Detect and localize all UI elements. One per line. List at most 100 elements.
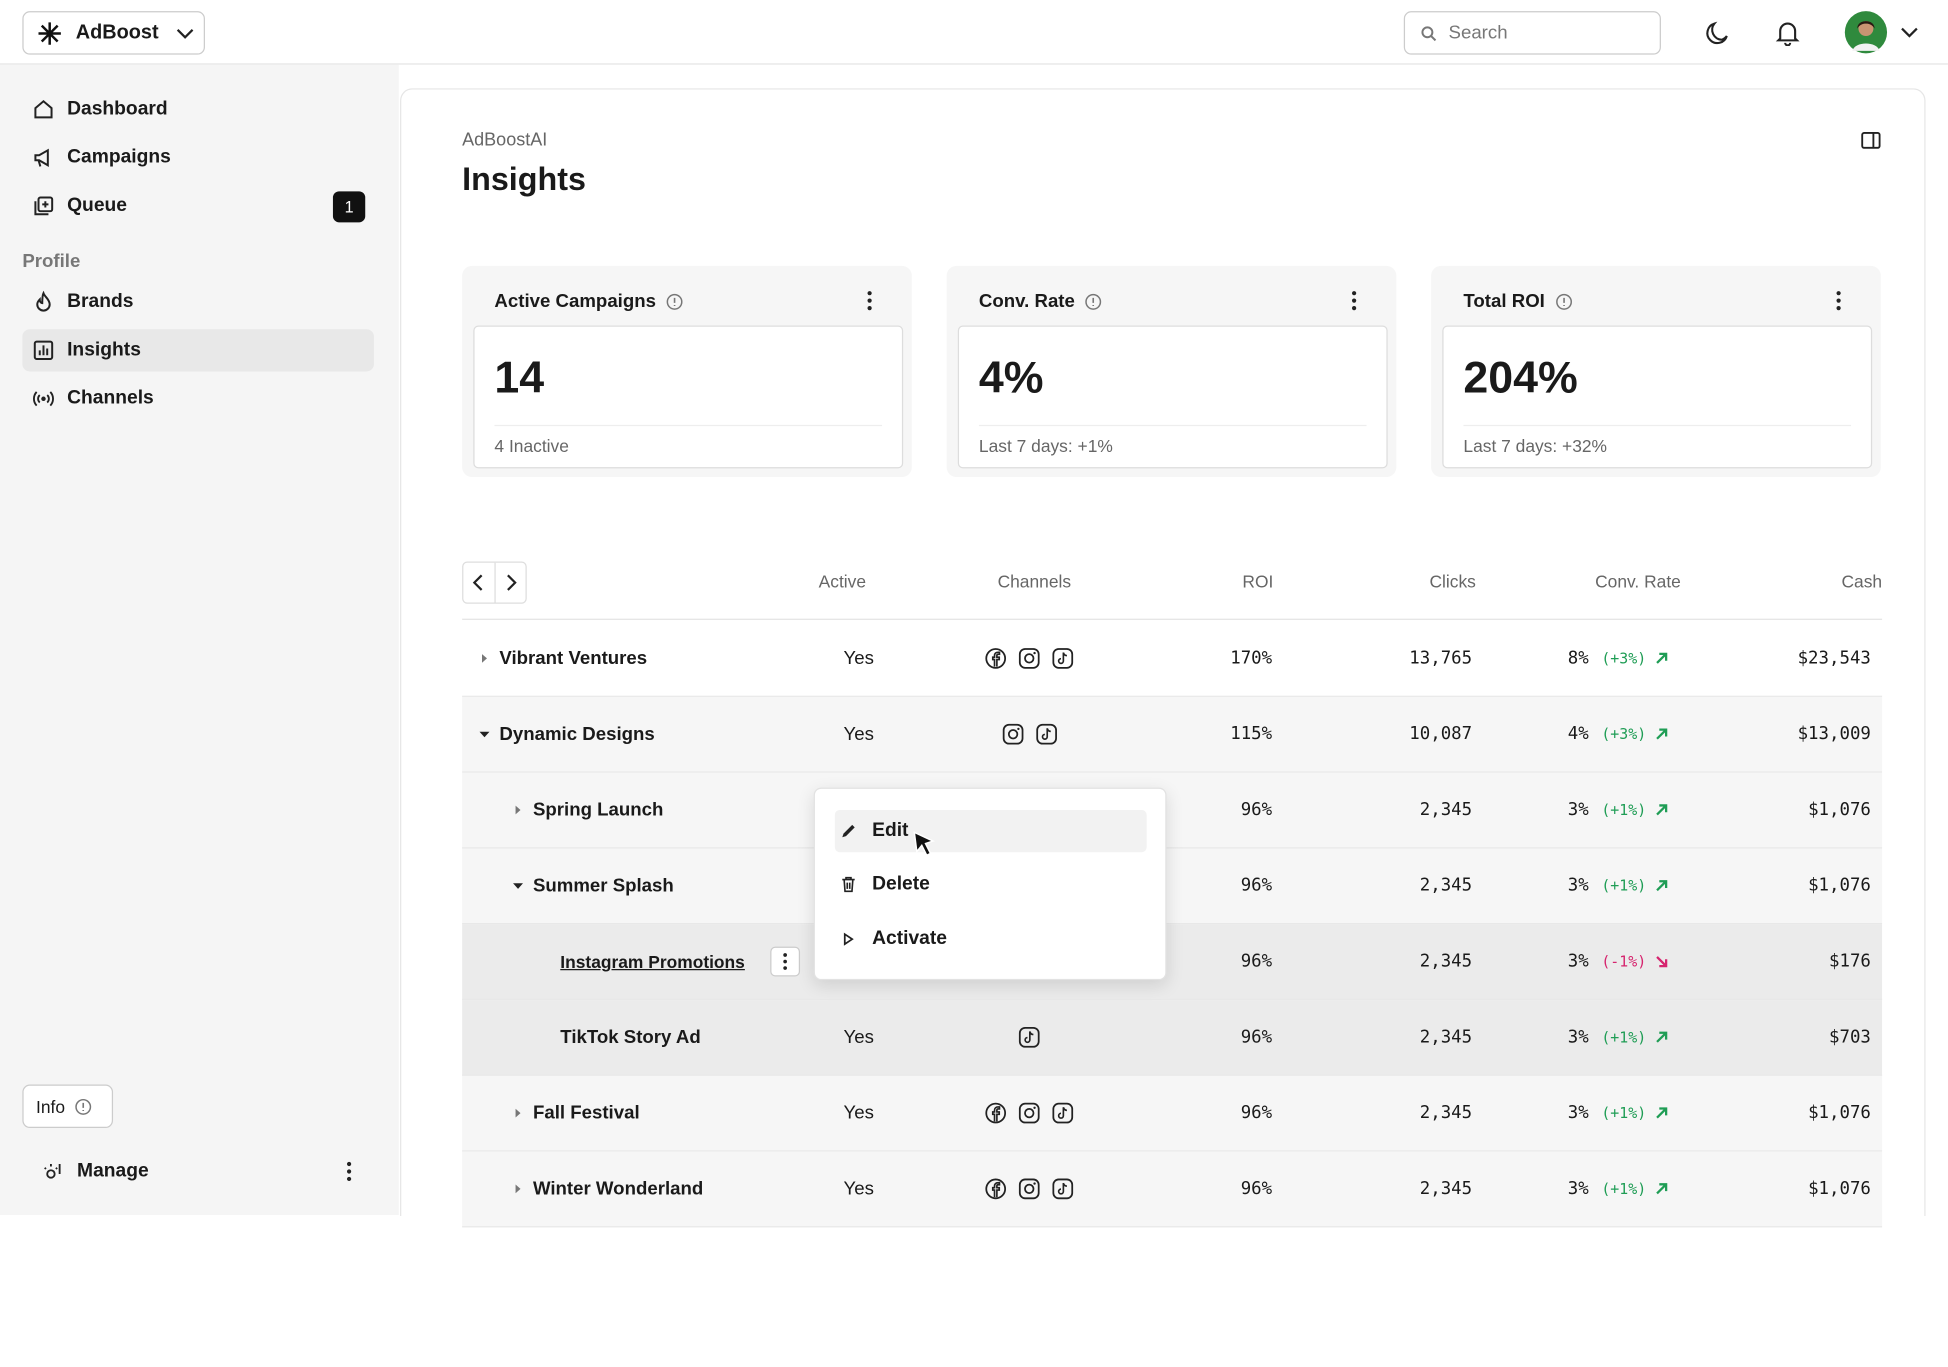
menu-item[interactable]: Edit — [834, 809, 1147, 853]
cash: $23,543 — [1797, 648, 1871, 669]
kebab — [783, 953, 788, 970]
table-row[interactable]: Instagram Promotions 96% 2,345 3% (-1%) $176 — [462, 924, 1883, 1001]
nav-label: Dashboard — [67, 98, 168, 120]
manage-menu[interactable] — [347, 1162, 352, 1182]
active: Yes — [843, 1102, 874, 1124]
context-menu: Edit Delete Activate — [813, 787, 1167, 981]
notifications[interactable] — [1774, 19, 1801, 46]
expand-toggle[interactable] — [512, 1183, 524, 1195]
info-icon — [666, 293, 683, 310]
roi: 96% — [1240, 1178, 1273, 1199]
table-row[interactable]: Vibrant Ventures Yes 170% 13,765 8% (+3%) $23,… — [462, 621, 1883, 697]
menu-label: Delete — [872, 873, 930, 895]
card-menu[interactable] — [867, 291, 872, 311]
nav-dashboard[interactable]: Dashboard — [22, 88, 374, 130]
cash: $176 — [1829, 951, 1871, 972]
menu-item[interactable]: Activate — [835, 918, 1147, 960]
nav-campaigns[interactable]: Campaigns — [22, 137, 374, 179]
next-button[interactable] — [493, 562, 526, 603]
brand-switcher[interactable]: AdBoost — [22, 11, 205, 55]
card-header: Total ROI — [1463, 291, 1572, 312]
theme-toggle[interactable] — [1703, 20, 1730, 47]
card-menu[interactable] — [1352, 291, 1357, 311]
avatar-chevron[interactable] — [1901, 26, 1918, 38]
icon — [34, 99, 53, 119]
column-header: Channels — [997, 571, 1072, 592]
info-icon — [1085, 293, 1102, 310]
panel-toggle[interactable] — [1861, 131, 1881, 149]
row-menu-button[interactable] — [770, 946, 801, 977]
card-footer: Last 7 days: +32% — [1463, 436, 1608, 456]
row-name: Instagram Promotions — [560, 951, 745, 972]
expand-toggle[interactable] — [512, 804, 524, 816]
active: Yes — [843, 723, 874, 745]
conv-change: (+1%) — [1601, 877, 1647, 895]
active: Yes — [843, 647, 874, 669]
active: Yes — [843, 1178, 874, 1200]
nav-queue[interactable]: Queue 1 — [22, 185, 374, 227]
roi: 96% — [1240, 1027, 1273, 1048]
icon — [36, 290, 51, 312]
clicks: 2,345 — [1419, 1178, 1473, 1199]
avatar[interactable] — [1844, 10, 1889, 55]
expand-toggle[interactable] — [512, 1107, 524, 1119]
channel-icon — [984, 647, 1008, 671]
table-row[interactable]: Summer Splash 96% 2,345 3% (+1%) $1,076 — [462, 848, 1883, 925]
card-title: Conv. Rate — [978, 290, 1075, 312]
cash: $703 — [1829, 1027, 1871, 1048]
card-value: 4% — [978, 351, 1044, 403]
conv-rate: 3% — [1567, 875, 1589, 896]
table-row[interactable]: TikTok Story Ad Yes 96% 2,345 3% (+1%) $703 — [462, 1000, 1883, 1076]
expand-toggle[interactable] — [478, 652, 490, 664]
table-row[interactable]: Dynamic Designs Yes 115% 10,087 4% (+3%) $13,0… — [462, 696, 1883, 773]
nav-brands[interactable]: Brands — [22, 281, 374, 323]
roi: 96% — [1240, 951, 1273, 972]
icon — [34, 148, 49, 167]
channel-icon — [1017, 1101, 1041, 1125]
nav-channels[interactable]: Channels — [22, 378, 374, 420]
table-row[interactable]: Spring Launch 96% 2,345 3% (+1%) $1,076 — [462, 772, 1883, 849]
prev-button[interactable] — [463, 563, 493, 603]
trend-arrow — [1655, 727, 1669, 741]
nav-label: Insights — [67, 339, 141, 361]
conv-rate: 8% — [1567, 648, 1589, 669]
column-header: Conv. Rate — [1595, 571, 1681, 592]
table-row[interactable]: Winter Wonderland Yes 96% 2,345 3% (+1%) $1,07… — [462, 1151, 1883, 1228]
conv-change: (+1%) — [1601, 1104, 1647, 1122]
roi: 115% — [1230, 724, 1273, 745]
search-box[interactable]: Search — [1403, 11, 1661, 55]
trend-arrow — [1655, 652, 1669, 666]
icon — [44, 1164, 61, 1179]
card-header: Conv. Rate — [979, 291, 1102, 312]
conv-rate: 3% — [1567, 1027, 1589, 1048]
trend-arrow — [1655, 955, 1669, 969]
expand-toggle[interactable] — [478, 728, 490, 740]
card-value: 14 — [494, 351, 545, 403]
conv-rate: 4% — [1567, 724, 1589, 745]
roi: 96% — [1240, 1103, 1273, 1124]
info-button[interactable]: Info — [22, 1084, 114, 1129]
card-footer: 4 Inactive — [494, 436, 569, 456]
card-menu[interactable] — [1836, 291, 1841, 311]
expand-toggle[interactable] — [512, 880, 524, 892]
manage[interactable]: Manage — [32, 1150, 355, 1192]
menu-label: Edit — [872, 819, 909, 842]
cash: $13,009 — [1797, 724, 1871, 745]
nav-insights[interactable]: Insights — [22, 329, 374, 372]
row-name: Summer Splash — [532, 875, 674, 897]
card-body: 204% Last 7 days: +32% — [1442, 325, 1873, 469]
manage-label: Manage — [77, 1160, 149, 1182]
clicks: 10,087 — [1409, 724, 1473, 745]
info-icon — [75, 1098, 92, 1115]
nav-label: Campaigns — [67, 146, 171, 168]
brand-logo — [38, 21, 61, 45]
icon — [842, 876, 855, 893]
channel-icon — [1051, 1101, 1075, 1125]
table-row[interactable]: Fall Festival Yes 96% 2,345 3% (+1%) $1,076 — [462, 1075, 1883, 1152]
clicks: 13,765 — [1409, 648, 1473, 669]
menu-item[interactable]: Delete — [835, 863, 1147, 905]
cash: $1,076 — [1808, 800, 1871, 820]
icon — [843, 932, 854, 946]
